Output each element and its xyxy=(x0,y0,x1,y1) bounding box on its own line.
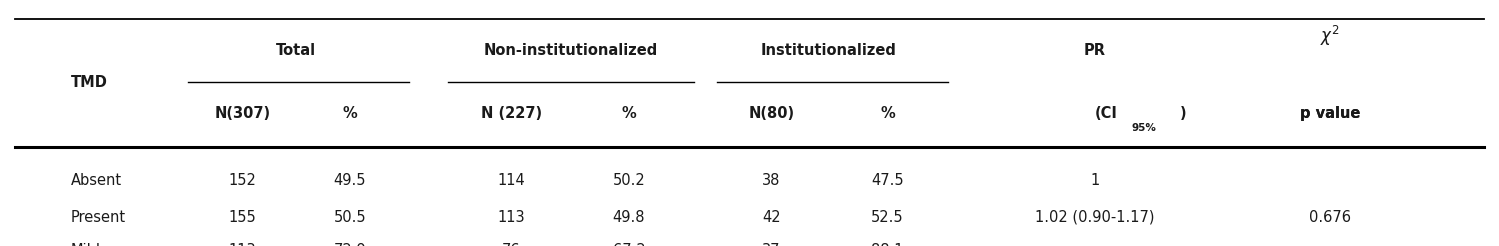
Text: 52.5: 52.5 xyxy=(871,210,904,225)
Text: Non-institutionalized: Non-institutionalized xyxy=(483,43,658,58)
Text: N(80): N(80) xyxy=(748,106,794,121)
Text: ): ) xyxy=(1180,106,1187,121)
Text: 88.1: 88.1 xyxy=(871,243,904,246)
Text: TMD: TMD xyxy=(70,75,108,90)
Text: 49.5: 49.5 xyxy=(334,173,366,188)
Text: PR: PR xyxy=(1084,43,1106,58)
Text: p value: p value xyxy=(1300,106,1360,121)
Text: %: % xyxy=(343,106,357,121)
Text: Mild: Mild xyxy=(70,243,100,246)
Text: 1.02 (0.90-1.17): 1.02 (0.90-1.17) xyxy=(1034,210,1154,225)
Text: 113: 113 xyxy=(229,243,256,246)
Text: N (227): N (227) xyxy=(481,106,543,121)
Text: 67.2: 67.2 xyxy=(613,243,646,246)
Text: 95%: 95% xyxy=(1132,123,1156,133)
Text: 37: 37 xyxy=(763,243,781,246)
Text: 155: 155 xyxy=(229,210,256,225)
Text: 152: 152 xyxy=(229,173,256,188)
Text: 50.5: 50.5 xyxy=(334,210,366,225)
Text: 1: 1 xyxy=(1090,173,1099,188)
Text: Institutionalized: Institutionalized xyxy=(761,43,896,58)
Text: $\chi^2$: $\chi^2$ xyxy=(1321,24,1340,48)
Text: Present: Present xyxy=(70,210,126,225)
Text: 38: 38 xyxy=(763,173,781,188)
Text: %: % xyxy=(880,106,895,121)
Text: p value: p value xyxy=(1300,106,1360,121)
Text: N(307): N(307) xyxy=(214,106,271,121)
Text: Absent: Absent xyxy=(70,173,121,188)
Text: Total: Total xyxy=(276,43,316,58)
Text: 47.5: 47.5 xyxy=(871,173,904,188)
Text: 114: 114 xyxy=(498,173,525,188)
Text: 76: 76 xyxy=(502,243,520,246)
Text: 72.9: 72.9 xyxy=(334,243,366,246)
Text: 49.8: 49.8 xyxy=(613,210,645,225)
Text: 113: 113 xyxy=(498,210,525,225)
Text: (CI: (CI xyxy=(1094,106,1118,121)
Text: %: % xyxy=(622,106,637,121)
Text: 50.2: 50.2 xyxy=(613,173,646,188)
Text: 0.676: 0.676 xyxy=(1309,210,1351,225)
Text: 42: 42 xyxy=(761,210,781,225)
